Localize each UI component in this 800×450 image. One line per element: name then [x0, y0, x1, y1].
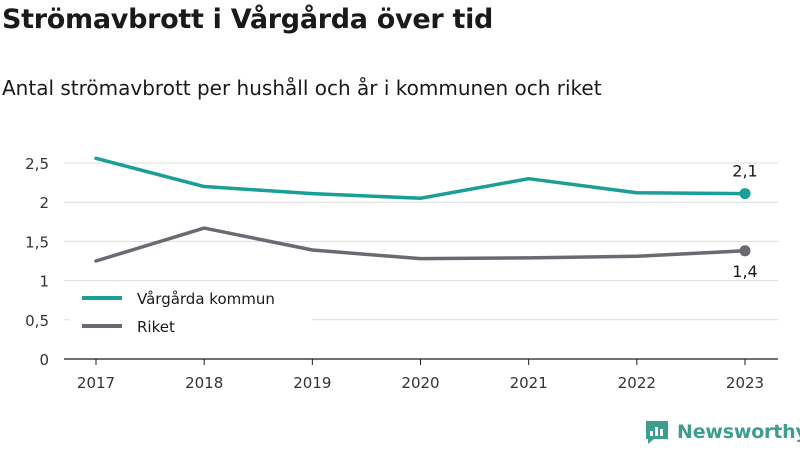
x-tick-label: 2020 — [401, 374, 439, 392]
legend-label-1: Vårgårda kommun — [137, 290, 275, 308]
y-tick-label: 2,5 — [25, 155, 49, 173]
x-tick-label: 2017 — [77, 374, 115, 392]
y-tick-labels: 0 0,5 1 1,5 2 2,5 — [25, 155, 49, 369]
legend-label-2: Riket — [137, 318, 175, 336]
x-tick-label: 2022 — [618, 374, 656, 392]
y-tick-label: 1 — [39, 273, 49, 291]
y-tick-label: 0 — [39, 351, 49, 369]
y-tick-label: 2 — [39, 194, 49, 212]
end-point-1 — [739, 188, 751, 200]
end-point-2 — [739, 245, 751, 257]
series-line-2 — [94, 226, 747, 263]
y-tick-label: 1,5 — [25, 233, 49, 251]
x-tick-labels: 2017 2018 2019 2020 2021 2022 2023 — [77, 359, 764, 392]
brand-logo: Newsworthy — [644, 419, 800, 445]
x-tick-label: 2023 — [726, 374, 764, 392]
x-tick-label: 2018 — [185, 374, 223, 392]
end-value-label-1: 2,1 — [732, 162, 757, 181]
series-lines: 2,1 1,4 — [94, 156, 758, 281]
y-tick-label: 0,5 — [25, 312, 49, 330]
legend: Vårgårda kommun Riket — [70, 287, 312, 343]
series-line-1 — [94, 156, 747, 201]
brand-name: Newsworthy — [677, 421, 800, 443]
end-value-label-2: 1,4 — [732, 262, 757, 281]
newsworthy-logo-icon — [646, 421, 668, 444]
chart-subtitle: Antal strömavbrott per hushåll och år i … — [2, 76, 602, 100]
x-tick-label: 2019 — [293, 374, 331, 392]
chart-title: Strömavbrott i Vårgårda över tid — [2, 4, 494, 35]
x-tick-label: 2021 — [510, 374, 548, 392]
